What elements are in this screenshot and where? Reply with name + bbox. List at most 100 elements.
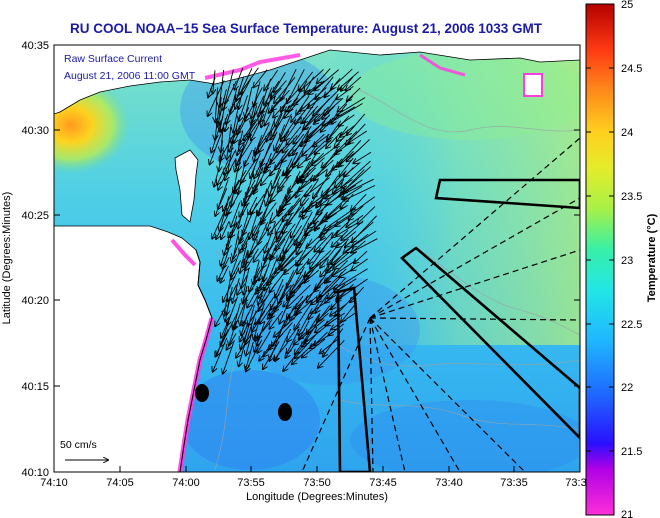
current-vector-arrow — [238, 193, 248, 229]
current-vector-arrow — [221, 123, 224, 152]
current-vector-arrow — [290, 274, 304, 293]
current-vector-arrow — [319, 229, 339, 253]
sea-blue-patch-3 — [350, 400, 580, 472]
y-tick-label: 40:10 — [21, 467, 49, 479]
current-vector-arrow — [297, 258, 310, 274]
current-vector-arrow — [305, 212, 337, 236]
y-axis-label: Latitude (Degrees:Minutes) — [1, 192, 13, 325]
current-vector-arrow — [243, 268, 250, 294]
legend-line-1: Raw Surface Current — [64, 53, 162, 65]
current-vector-arrow — [241, 260, 248, 288]
current-vector-arrow — [280, 113, 292, 139]
current-vector-arrow — [294, 211, 313, 245]
current-vector-arrow — [328, 121, 341, 140]
current-vector-arrow — [357, 206, 376, 224]
current-vector-arrow — [247, 286, 259, 308]
current-vector-arrow — [350, 286, 365, 302]
current-vector-arrow — [341, 160, 371, 188]
current-vector-arrow — [221, 113, 229, 132]
current-vector-arrow — [254, 141, 260, 162]
current-vector-arrow — [240, 212, 250, 241]
current-vector-arrow — [284, 247, 314, 274]
current-vector-arrow — [338, 114, 355, 126]
current-vector-arrow — [241, 314, 249, 335]
current-vector-arrow — [225, 297, 230, 321]
current-vector-arrow — [277, 222, 287, 240]
current-vector-arrow — [334, 268, 368, 290]
current-vector-arrow — [255, 319, 273, 341]
current-vector-arrow — [335, 141, 351, 154]
y-tick-label: 40:35 — [21, 40, 49, 52]
sea-green-patch — [350, 50, 580, 140]
current-vector-arrow — [287, 275, 310, 299]
current-vector-arrow — [275, 105, 286, 126]
current-vector-arrow — [332, 149, 360, 170]
current-vector-arrow — [297, 221, 312, 246]
current-vector-arrow — [221, 240, 230, 266]
radial-dashed-lines — [301, 137, 580, 472]
current-vector-arrow — [264, 240, 276, 260]
current-vector-arrow — [310, 331, 335, 349]
current-vector-arrow — [225, 158, 237, 180]
current-vector-arrow — [270, 324, 285, 361]
current-vector-arrow — [325, 78, 341, 97]
current-vector-arrow — [335, 167, 354, 188]
current-vector-arrow — [339, 157, 354, 176]
current-vector-arrow — [301, 167, 316, 183]
current-vector-arrow — [297, 295, 318, 313]
land-sandy-hook — [174, 149, 199, 223]
current-vector-arrow — [326, 158, 343, 176]
current-vector-arrow — [281, 95, 291, 112]
current-vector-arrow — [328, 103, 363, 124]
current-vector-arrow — [306, 194, 330, 212]
current-vector-arrow — [239, 89, 243, 109]
current-vector-arrow — [252, 310, 266, 332]
current-vector-arrow — [291, 214, 304, 238]
current-vector-arrow — [250, 153, 261, 178]
current-vector-arrow — [331, 241, 359, 265]
current-vector-arrow — [219, 97, 222, 123]
current-vector-arrow — [283, 339, 309, 372]
current-vector-arrow — [262, 270, 277, 302]
current-vector-arrow — [334, 131, 350, 148]
colorbar: 25 24.5 24 23.5 23 22.5 22 21.5 21 Tempe… — [585, 0, 658, 518]
current-vector-arrow — [315, 294, 328, 313]
current-vector-arrow — [305, 76, 315, 93]
current-vector-arrow — [261, 170, 273, 185]
land-nj-coast-line — [179, 249, 213, 472]
current-vector-arrow — [351, 196, 375, 214]
current-vector-arrow — [313, 166, 336, 198]
current-vector-arrow — [333, 179, 345, 194]
y-tick-label: 40:15 — [21, 381, 49, 393]
sea-warm-west — [54, 90, 224, 230]
current-vector-arrow — [295, 331, 319, 359]
current-vector-arrow — [279, 296, 292, 324]
current-vector-arrow — [291, 106, 304, 122]
current-vector-arrow — [315, 212, 328, 231]
current-vector-arrow — [237, 130, 244, 156]
current-vector-arrow — [336, 97, 366, 116]
current-vector-arrow — [233, 230, 240, 259]
current-vector-arrow — [313, 134, 330, 146]
x-tick-label: 73:55 — [237, 477, 265, 489]
current-vector-arrow — [223, 179, 240, 211]
current-vector-arrow — [317, 68, 331, 84]
current-vector-arrow — [231, 203, 249, 238]
current-vector-arrow — [274, 72, 286, 92]
current-vector-arrow — [258, 265, 269, 292]
current-vector-arrow — [341, 220, 364, 240]
current-vector-arrow — [240, 221, 250, 243]
current-vector-arrow — [297, 230, 311, 254]
current-vector-arrow — [343, 166, 372, 192]
station-marker-1 — [195, 384, 209, 402]
current-vector-arrow — [301, 121, 329, 147]
current-vector-arrow — [299, 203, 313, 216]
current-vector-arrow — [295, 333, 310, 354]
legend-line-2: August 21, 2006 11:00 GMT — [64, 70, 196, 82]
current-vector-arrow — [249, 266, 261, 292]
current-vector-arrow — [305, 177, 330, 196]
current-vector-arrow — [346, 214, 364, 227]
current-vector-arrow — [228, 142, 234, 173]
colorbar-tick: 21.5 — [621, 446, 642, 458]
